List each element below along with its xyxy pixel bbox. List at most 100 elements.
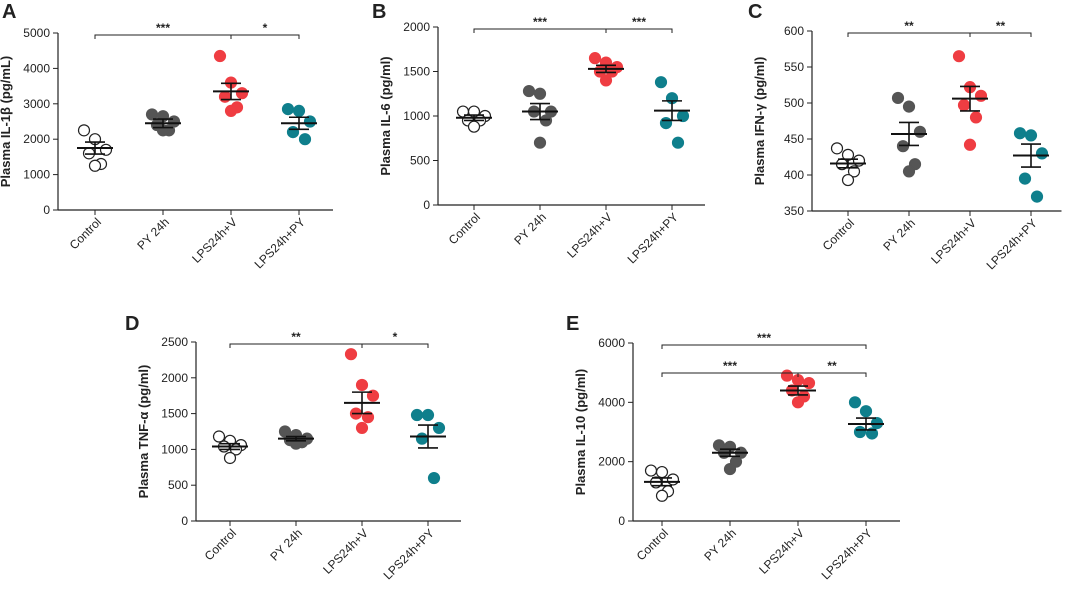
data-point [1013,127,1027,140]
error-bar [838,158,858,169]
data-point [853,425,867,439]
data-point [644,464,658,477]
x-tick-label: LPS24h+PY [625,210,681,266]
y-tick-label: 400 [784,168,804,182]
error-bar [221,82,241,101]
data-point [361,411,375,424]
data-point [723,462,737,476]
data-point [212,430,226,443]
significance-bracket [361,343,429,348]
data-point [1035,147,1049,160]
error-bar [856,417,876,431]
data-point [218,90,232,103]
data-point [355,421,369,435]
y-axis-label: Plasma IL-6 (pg/ml) [378,56,393,175]
error-bar [85,141,105,155]
y-axis-label: Plasma IL-10 (pg/ml) [573,369,588,495]
data-point [969,111,983,124]
x-tick-label: PY 24h [880,216,918,254]
y-tick-label: 5000 [23,26,50,40]
error-bar [464,114,484,122]
data-point [891,91,905,105]
significance-label: ** [827,359,837,373]
data-point [588,52,602,65]
y-tick-label: 600 [784,24,804,38]
y-tick-label: 2000 [23,132,50,146]
data-point [963,138,977,151]
x-tick-label: LPS24h+V [189,215,240,266]
panel-letter: B [372,1,386,23]
error-bar [418,424,438,449]
panel-letter: C [748,1,762,23]
x-tick-label: LPS24h+PY [819,526,875,582]
data-point [655,465,669,479]
data-point [533,87,547,100]
panel-letter: E [566,313,579,335]
error-bar [652,477,672,487]
y-tick-label: 1500 [403,65,430,79]
data-point [539,114,553,127]
data-point [902,165,916,178]
error-bar [289,116,309,131]
significance-bracket [605,28,673,33]
y-tick-label: 500 [410,154,430,168]
data-point [427,471,441,485]
error-bar [286,435,306,442]
data-point [599,74,613,87]
x-tick-label: PY 24h [511,210,549,248]
error-bar [662,100,682,122]
x-tick-label: Control [202,526,239,563]
data-point [415,432,429,445]
x-tick-label: Control [67,215,104,252]
data-point [654,76,668,89]
data-point [659,117,673,130]
significance-bracket [847,32,971,37]
data-point [421,408,435,422]
significance-bracket [473,28,607,33]
y-tick-label: 550 [784,60,804,74]
error-bar [720,448,740,458]
data-point [281,103,295,116]
x-tick-label: LPS24h+V [928,216,979,267]
x-tick-label: LPS24h+PY [381,526,437,582]
error-bar [220,442,240,451]
error-bar [596,64,616,74]
y-tick-label: 1500 [161,407,188,421]
data-point [865,427,879,440]
significance-label: *** [757,331,771,345]
data-point [859,405,873,418]
y-tick-label: 0 [181,514,188,528]
significance-bracket [661,372,799,377]
y-tick-label: 4000 [598,395,625,409]
y-tick-label: 1000 [403,109,430,123]
data-point [292,104,306,117]
data-point [533,136,547,149]
significance-bracket [797,372,867,377]
data-point [848,396,862,409]
x-tick-label: PY 24h [267,526,305,564]
x-tick-label: LPS24h+PY [984,216,1040,272]
data-point [432,421,446,435]
data-point [88,159,102,172]
data-point [671,136,685,149]
error-bar [352,391,372,415]
significance-label: ** [291,330,301,344]
y-tick-label: 0 [43,203,50,217]
x-tick-label: Control [634,526,671,563]
error-bar [899,121,919,147]
y-tick-label: 2000 [403,20,430,34]
data-point [286,126,300,139]
significance-bracket [661,344,867,349]
y-axis-label: Plasma IL-1β (pg/mL) [0,56,13,187]
y-tick-label: 0 [618,514,625,528]
data-point [666,473,680,486]
y-tick-label: 2000 [161,371,188,385]
error-bar [530,102,550,121]
y-tick-label: 6000 [598,336,625,350]
data-point [467,120,481,133]
data-point [213,49,227,63]
data-point [224,104,238,117]
y-tick-label: 450 [784,132,804,146]
data-point [1018,172,1032,185]
